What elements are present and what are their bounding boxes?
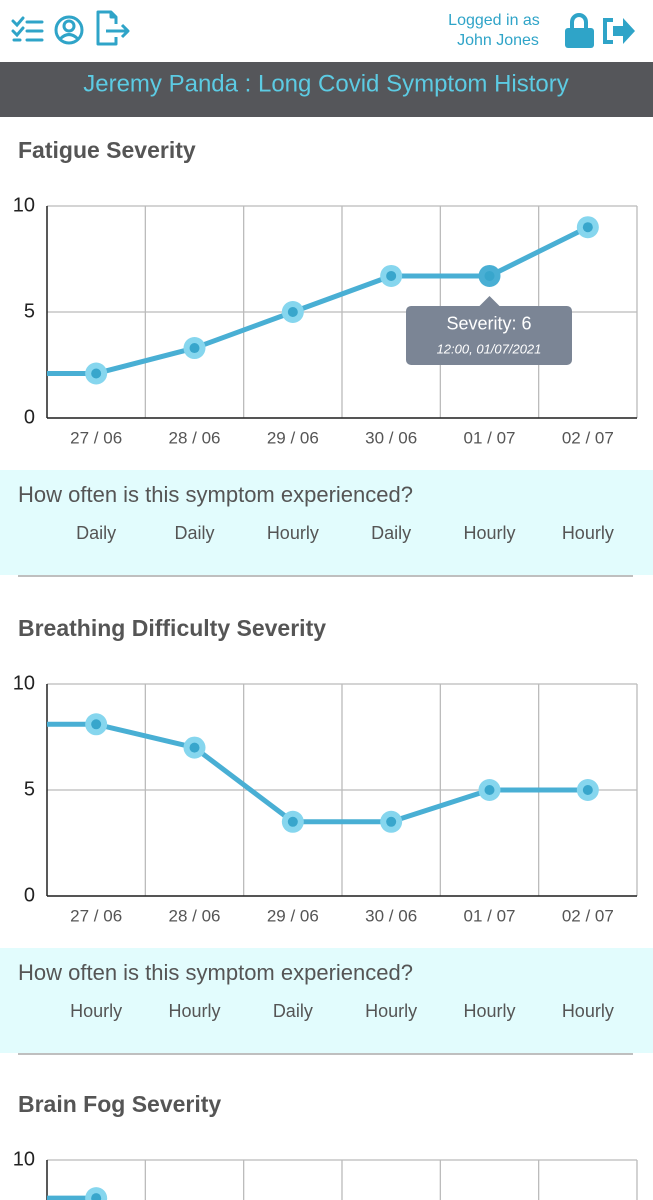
data-point <box>380 810 403 833</box>
frequency-value: Hourly <box>168 1001 220 1021</box>
point-core <box>484 785 495 795</box>
frequency-value: Daily <box>371 523 411 543</box>
y-tick-label: 5 <box>24 778 35 800</box>
frequency-value: Hourly <box>562 523 614 543</box>
x-tick-label: 28 / 06 <box>169 428 221 447</box>
point-core <box>287 816 298 827</box>
frequency-panel <box>0 470 653 575</box>
x-tick-label: 30 / 06 <box>365 428 417 447</box>
lock-icon[interactable] <box>565 13 594 48</box>
data-point <box>281 301 304 323</box>
title-bar <box>0 62 653 117</box>
data-point <box>85 362 108 385</box>
frequency-value: Daily <box>273 1001 313 1021</box>
data-point <box>85 1187 108 1200</box>
x-tick-label: 29 / 06 <box>267 428 319 447</box>
y-tick-label: 10 <box>13 672 35 694</box>
y-tick-label: 5 <box>24 300 35 322</box>
point-core <box>189 343 200 354</box>
tooltip-pointer <box>479 295 500 306</box>
frequency-value: Daily <box>76 523 116 543</box>
data-point <box>478 779 501 801</box>
tooltip-value: Severity: 6 <box>446 314 531 334</box>
frequency-value: Hourly <box>365 1001 417 1021</box>
data-point <box>576 779 599 801</box>
point-core <box>189 742 200 753</box>
data-point <box>281 810 304 833</box>
x-tick-label: 27 / 06 <box>70 906 122 925</box>
x-tick-label: 01 / 07 <box>464 428 516 447</box>
point-core <box>91 719 102 730</box>
x-tick-label: 29 / 06 <box>267 906 319 925</box>
y-tick-label: 0 <box>24 406 35 428</box>
data-point <box>85 713 108 736</box>
series-line <box>47 721 588 825</box>
data-point <box>478 264 501 287</box>
y-tick-label: 10 <box>13 194 35 216</box>
frequency-value: Hourly <box>463 1001 515 1021</box>
tooltip <box>406 305 572 365</box>
tooltip-time: 12:00, 01/07/2021 <box>437 341 542 356</box>
frequency-value: Hourly <box>562 1001 614 1021</box>
x-tick-label: 01 / 07 <box>464 906 516 925</box>
chart-title: Breathing Difficulty Severity <box>18 615 326 641</box>
frequency-value: Hourly <box>70 1001 122 1021</box>
data-point <box>380 264 403 287</box>
x-tick-label: 02 / 07 <box>562 906 614 925</box>
checklist-icon[interactable] <box>11 16 44 42</box>
x-tick-label: 27 / 06 <box>70 428 122 447</box>
data-point <box>183 337 206 360</box>
point-core <box>386 816 397 827</box>
frequency-question: How often is this symptom experienced? <box>18 960 413 985</box>
frequency-value: Hourly <box>267 523 319 543</box>
user-name: John Jones <box>457 32 539 49</box>
x-tick-label: 02 / 07 <box>562 428 614 447</box>
point-core <box>91 368 102 379</box>
frequency-question: How often is this symptom experienced? <box>18 482 413 507</box>
y-tick-label: 0 <box>24 884 35 906</box>
point-core <box>582 222 593 233</box>
x-tick-label: 30 / 06 <box>365 906 417 925</box>
data-point <box>576 216 599 239</box>
frequency-panel <box>0 948 653 1053</box>
frequency-value: Hourly <box>463 523 515 543</box>
point-core <box>287 307 298 317</box>
logged-in-label: Logged in as <box>448 12 540 29</box>
logout-icon[interactable] <box>603 18 635 44</box>
data-point <box>183 736 206 759</box>
profile-icon[interactable] <box>54 15 84 45</box>
chart-title: Fatigue Severity <box>18 137 196 163</box>
chart-title: Brain Fog Severity <box>18 1091 221 1117</box>
x-tick-label: 28 / 06 <box>169 906 221 925</box>
y-tick-label: 10 <box>13 1148 35 1170</box>
frequency-value: Daily <box>174 523 214 543</box>
export-icon[interactable] <box>96 10 130 46</box>
point-core <box>484 270 495 281</box>
page-title: Jeremy Panda : Long Covid Symptom Histor… <box>83 70 569 97</box>
point-core <box>91 1193 102 1200</box>
point-core <box>386 270 397 281</box>
point-core <box>582 785 593 795</box>
